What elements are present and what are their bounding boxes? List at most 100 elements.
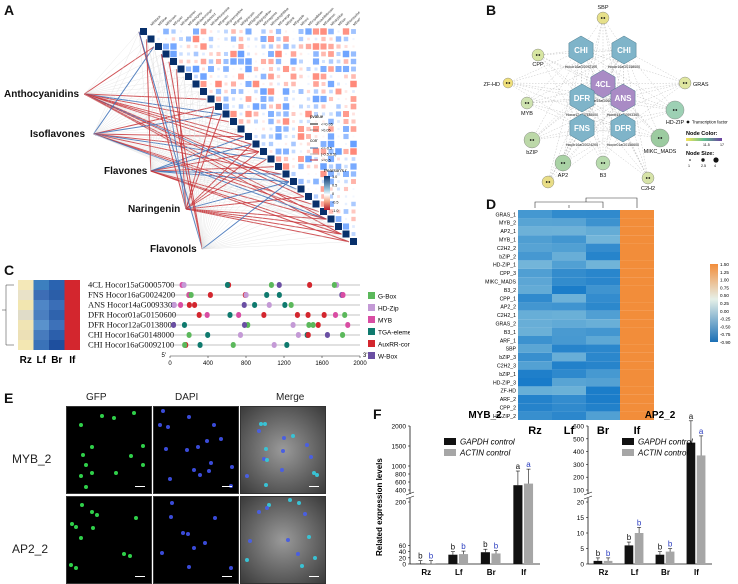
heatmap-cell [299,104,303,109]
correlation-link [150,143,252,172]
heatmap-cell [239,82,243,86]
heatmap-cell [307,173,310,175]
nucleus-signal [299,564,304,569]
heatmap-cell [200,28,207,35]
heatmap-cell [245,110,252,118]
tf-heat-cell [552,268,586,278]
qpcr-y-tick-label: 2000 [392,424,407,431]
nucleus-signal [304,443,309,448]
cis-element [186,302,192,308]
heatmap-cell [283,156,289,162]
heatmap-cell [328,164,334,169]
cis-legend-swatch [368,352,375,359]
tf-heat-cell [620,386,654,395]
heatmap-cell [170,43,177,50]
qpcr-y-tick-label: 1000 [392,464,407,471]
tf-row-label: CPP_1 [500,296,517,302]
heatmap-cell [285,60,287,63]
nucleus-signal [74,565,79,570]
heatmap-cell [351,66,356,72]
tf-heat-cell [518,361,552,370]
correlation-link [150,54,162,172]
nucleus-signal [160,551,165,556]
correlation-link [150,84,192,172]
heatmap-cell [343,148,349,155]
heatmap-cell [283,96,289,102]
correlation-link [150,129,237,172]
tf-label: AP2 [558,173,568,179]
col-title-merge: Merge [276,392,305,403]
heatmap-cell [299,59,303,64]
legend-pvalue-item: <=0.05 [321,123,333,127]
tf-row-label: MYB_2 [499,221,516,227]
tf-heat-cell [518,394,552,404]
correlation-link [150,69,177,172]
cis-element [306,322,312,328]
heatmap-cell [350,140,357,148]
heatmap-cell [299,112,303,116]
tf-heat-cell [620,285,654,294]
promoter-heat-cell [49,280,65,290]
heatmap-col-label: MEred [300,17,310,27]
tf-heat-cell [620,378,654,387]
correlation-link [93,99,207,135]
heatmap-cell [215,80,222,88]
tf-heat-cell [518,235,552,244]
network-edge [526,49,625,104]
heatmap-cell [186,59,191,64]
tf-heat-cell [552,411,586,420]
heatmap-cell [312,73,320,80]
promoter-heat-cell [33,320,49,330]
network-edge [581,82,686,129]
heatmap-cell [352,37,355,41]
promoter-heat-cell [33,290,49,300]
heatmap-cell [291,44,296,49]
heatmap-cell [344,44,348,49]
tf-heat-cell [586,394,620,404]
heatmap-cell [254,89,258,94]
heatmap-cell [223,96,229,102]
tf-heat-cell [620,319,654,328]
legend-node-size-tick: 1 [688,164,690,168]
legend-corr-item: (-0.5,0.5) [321,153,337,157]
heatmap-diagonal-cell [140,28,147,35]
heatmap-cell [209,44,213,49]
qpcr-bar [491,553,501,564]
heatmap-cell [322,120,325,123]
heatmap-cell [230,36,237,42]
tf-node [502,77,514,89]
tf-row-label: MIKC_MADS [485,280,516,286]
tf-colorbar-tick: -0.25 [720,317,731,322]
heatmap-cell [283,36,289,42]
qpcr-y-tick-label: 600 [573,424,584,431]
heatmap-cell [312,43,320,50]
nucleus-signal [303,511,308,516]
panel-f-label: F [373,406,382,422]
correlation-link [185,129,237,210]
qpcr-y-tick-label: 15 [577,515,585,522]
qpcr-ylabel: Related expression levels [375,458,384,556]
tf-label: SBP [597,5,608,11]
correlation-link [191,84,203,250]
heatmap-cell [322,135,325,138]
promoter-heat-cell [64,300,80,310]
heatmap-cell [313,89,319,94]
qpcr-legend-label: GAPDH control [638,438,693,447]
qpcr-y-tick-label: 10 [577,531,585,538]
tf-heat-cell [552,327,586,336]
heatmap-cell [260,73,267,80]
heatmap-cell [321,59,326,64]
heatmap-cell [209,75,213,78]
heatmap-cell [200,43,207,50]
tf-dot [645,177,648,179]
heatmap-cell [312,28,320,35]
heatmap-cell [282,163,290,170]
heatmap-cell [320,141,327,147]
correlation-link [84,93,215,107]
correlation-link [138,31,203,250]
heatmap-diagonal-cell [215,103,222,110]
nucleus-signal [258,422,263,427]
heatmap-cell [329,37,333,41]
heatmap-cell [262,120,265,123]
enzyme-node [610,113,636,143]
